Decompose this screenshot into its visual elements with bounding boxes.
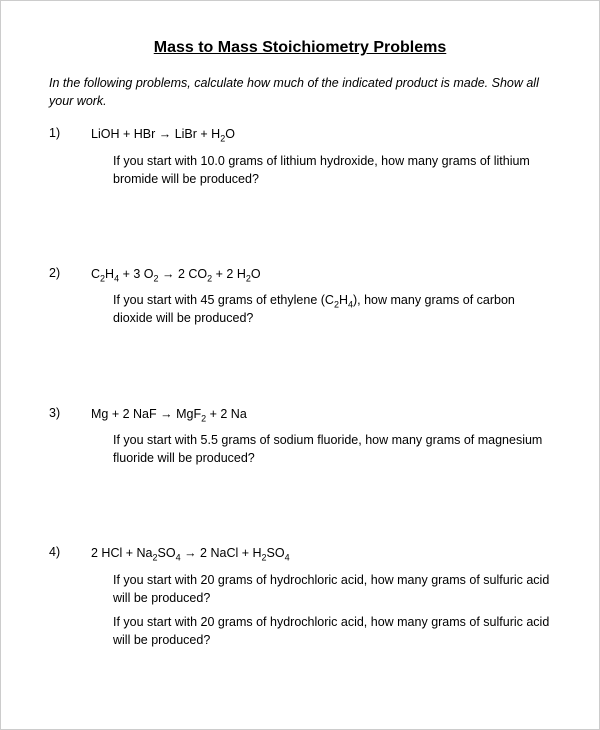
equation: LiOH + HBr → LiBr + H2O	[91, 126, 551, 144]
problem-1: 1) LiOH + HBr → LiBr + H2O If you start …	[49, 126, 551, 194]
problem-number: 2)	[49, 266, 91, 334]
arrow-icon: →	[184, 545, 197, 563]
question-text: If you start with 5.5 grams of sodium fl…	[113, 431, 551, 467]
arrow-icon: →	[162, 266, 175, 284]
equation: Mg + 2 NaF → MgF2 + 2 Na	[91, 406, 551, 424]
problem-body: 2 HCl + Na2SO4 → 2 NaCl + H2SO4 If you s…	[91, 545, 551, 655]
problem-number: 1)	[49, 126, 91, 194]
problem-4: 4) 2 HCl + Na2SO4 → 2 NaCl + H2SO4 If yo…	[49, 545, 551, 655]
equation: C2H4 + 3 O2 → 2 CO2 + 2 H2O	[91, 266, 551, 284]
question-text: If you start with 10.0 grams of lithium …	[113, 152, 551, 188]
problem-body: LiOH + HBr → LiBr + H2O If you start wit…	[91, 126, 551, 194]
problem-number: 4)	[49, 545, 91, 655]
arrow-icon: →	[160, 406, 173, 424]
worksheet-instructions: In the following problems, calculate how…	[49, 75, 551, 110]
problem-2: 2) C2H4 + 3 O2 → 2 CO2 + 2 H2O If you st…	[49, 266, 551, 334]
problem-3: 3) Mg + 2 NaF → MgF2 + 2 Na If you start…	[49, 406, 551, 474]
question-text: If you start with 45 grams of ethylene (…	[113, 291, 551, 327]
worksheet-title: Mass to Mass Stoichiometry Problems	[49, 39, 551, 57]
arrow-icon: →	[159, 126, 172, 144]
question-text: If you start with 20 grams of hydrochlor…	[113, 613, 551, 649]
question-text: If you start with 20 grams of hydrochlor…	[113, 571, 551, 607]
problem-body: Mg + 2 NaF → MgF2 + 2 Na If you start wi…	[91, 406, 551, 474]
equation: 2 HCl + Na2SO4 → 2 NaCl + H2SO4	[91, 545, 551, 563]
problem-body: C2H4 + 3 O2 → 2 CO2 + 2 H2O If you start…	[91, 266, 551, 334]
problem-number: 3)	[49, 406, 91, 474]
